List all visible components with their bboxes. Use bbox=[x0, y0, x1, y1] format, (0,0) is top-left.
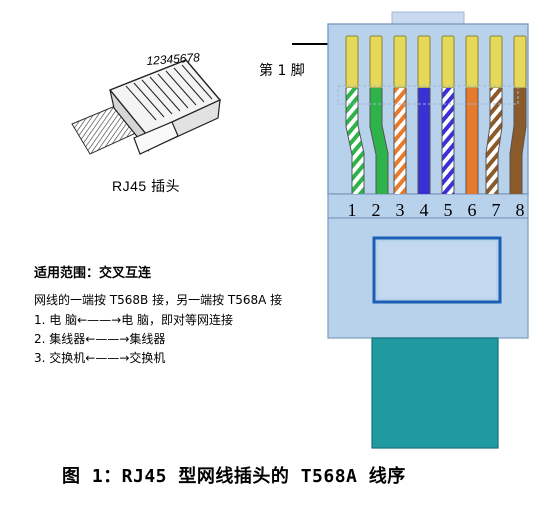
wire-pin-7 bbox=[485, 35, 503, 194]
usage-item-3: 3. 交换机←——→交换机 bbox=[34, 351, 166, 365]
rj45-plug-illustration bbox=[71, 59, 222, 155]
pin1-label: 第 1 脚 bbox=[259, 63, 305, 79]
pin-number-5: 5 bbox=[444, 200, 453, 220]
wire-pin-1 bbox=[345, 35, 365, 194]
wire-pin-2 bbox=[369, 35, 389, 194]
plug-caption: RJ45 插头 bbox=[112, 178, 181, 194]
wire-pin-4 bbox=[417, 35, 431, 194]
wire-pin-6 bbox=[465, 35, 479, 194]
usage-item-1: 1. 电 脑←——→电 脑，即对等网连接 bbox=[34, 313, 234, 327]
pin-number-6: 6 bbox=[468, 200, 477, 220]
pin-number-7: 7 bbox=[492, 200, 501, 220]
wire-pin-3 bbox=[393, 35, 407, 194]
pin-number-2: 2 bbox=[372, 200, 381, 220]
pin-number-1: 1 bbox=[348, 200, 357, 220]
pin-number-3: 3 bbox=[396, 200, 405, 220]
wire-pin-5 bbox=[441, 35, 455, 194]
pin-number-4: 4 bbox=[420, 200, 429, 220]
usage-rule: 网线的一端按 T568B 接，另一端按 T568A 接 bbox=[34, 293, 283, 307]
wire-pin-8 bbox=[509, 35, 527, 194]
usage-item-2: 2. 集线器←——→集线器 bbox=[34, 332, 166, 346]
figure-caption: 图 1：RJ45 型网线插头的 T568A 线序 bbox=[62, 466, 406, 487]
usage-title: 适用范围：交叉互连 bbox=[34, 266, 152, 281]
pin-number-8: 8 bbox=[516, 200, 525, 220]
